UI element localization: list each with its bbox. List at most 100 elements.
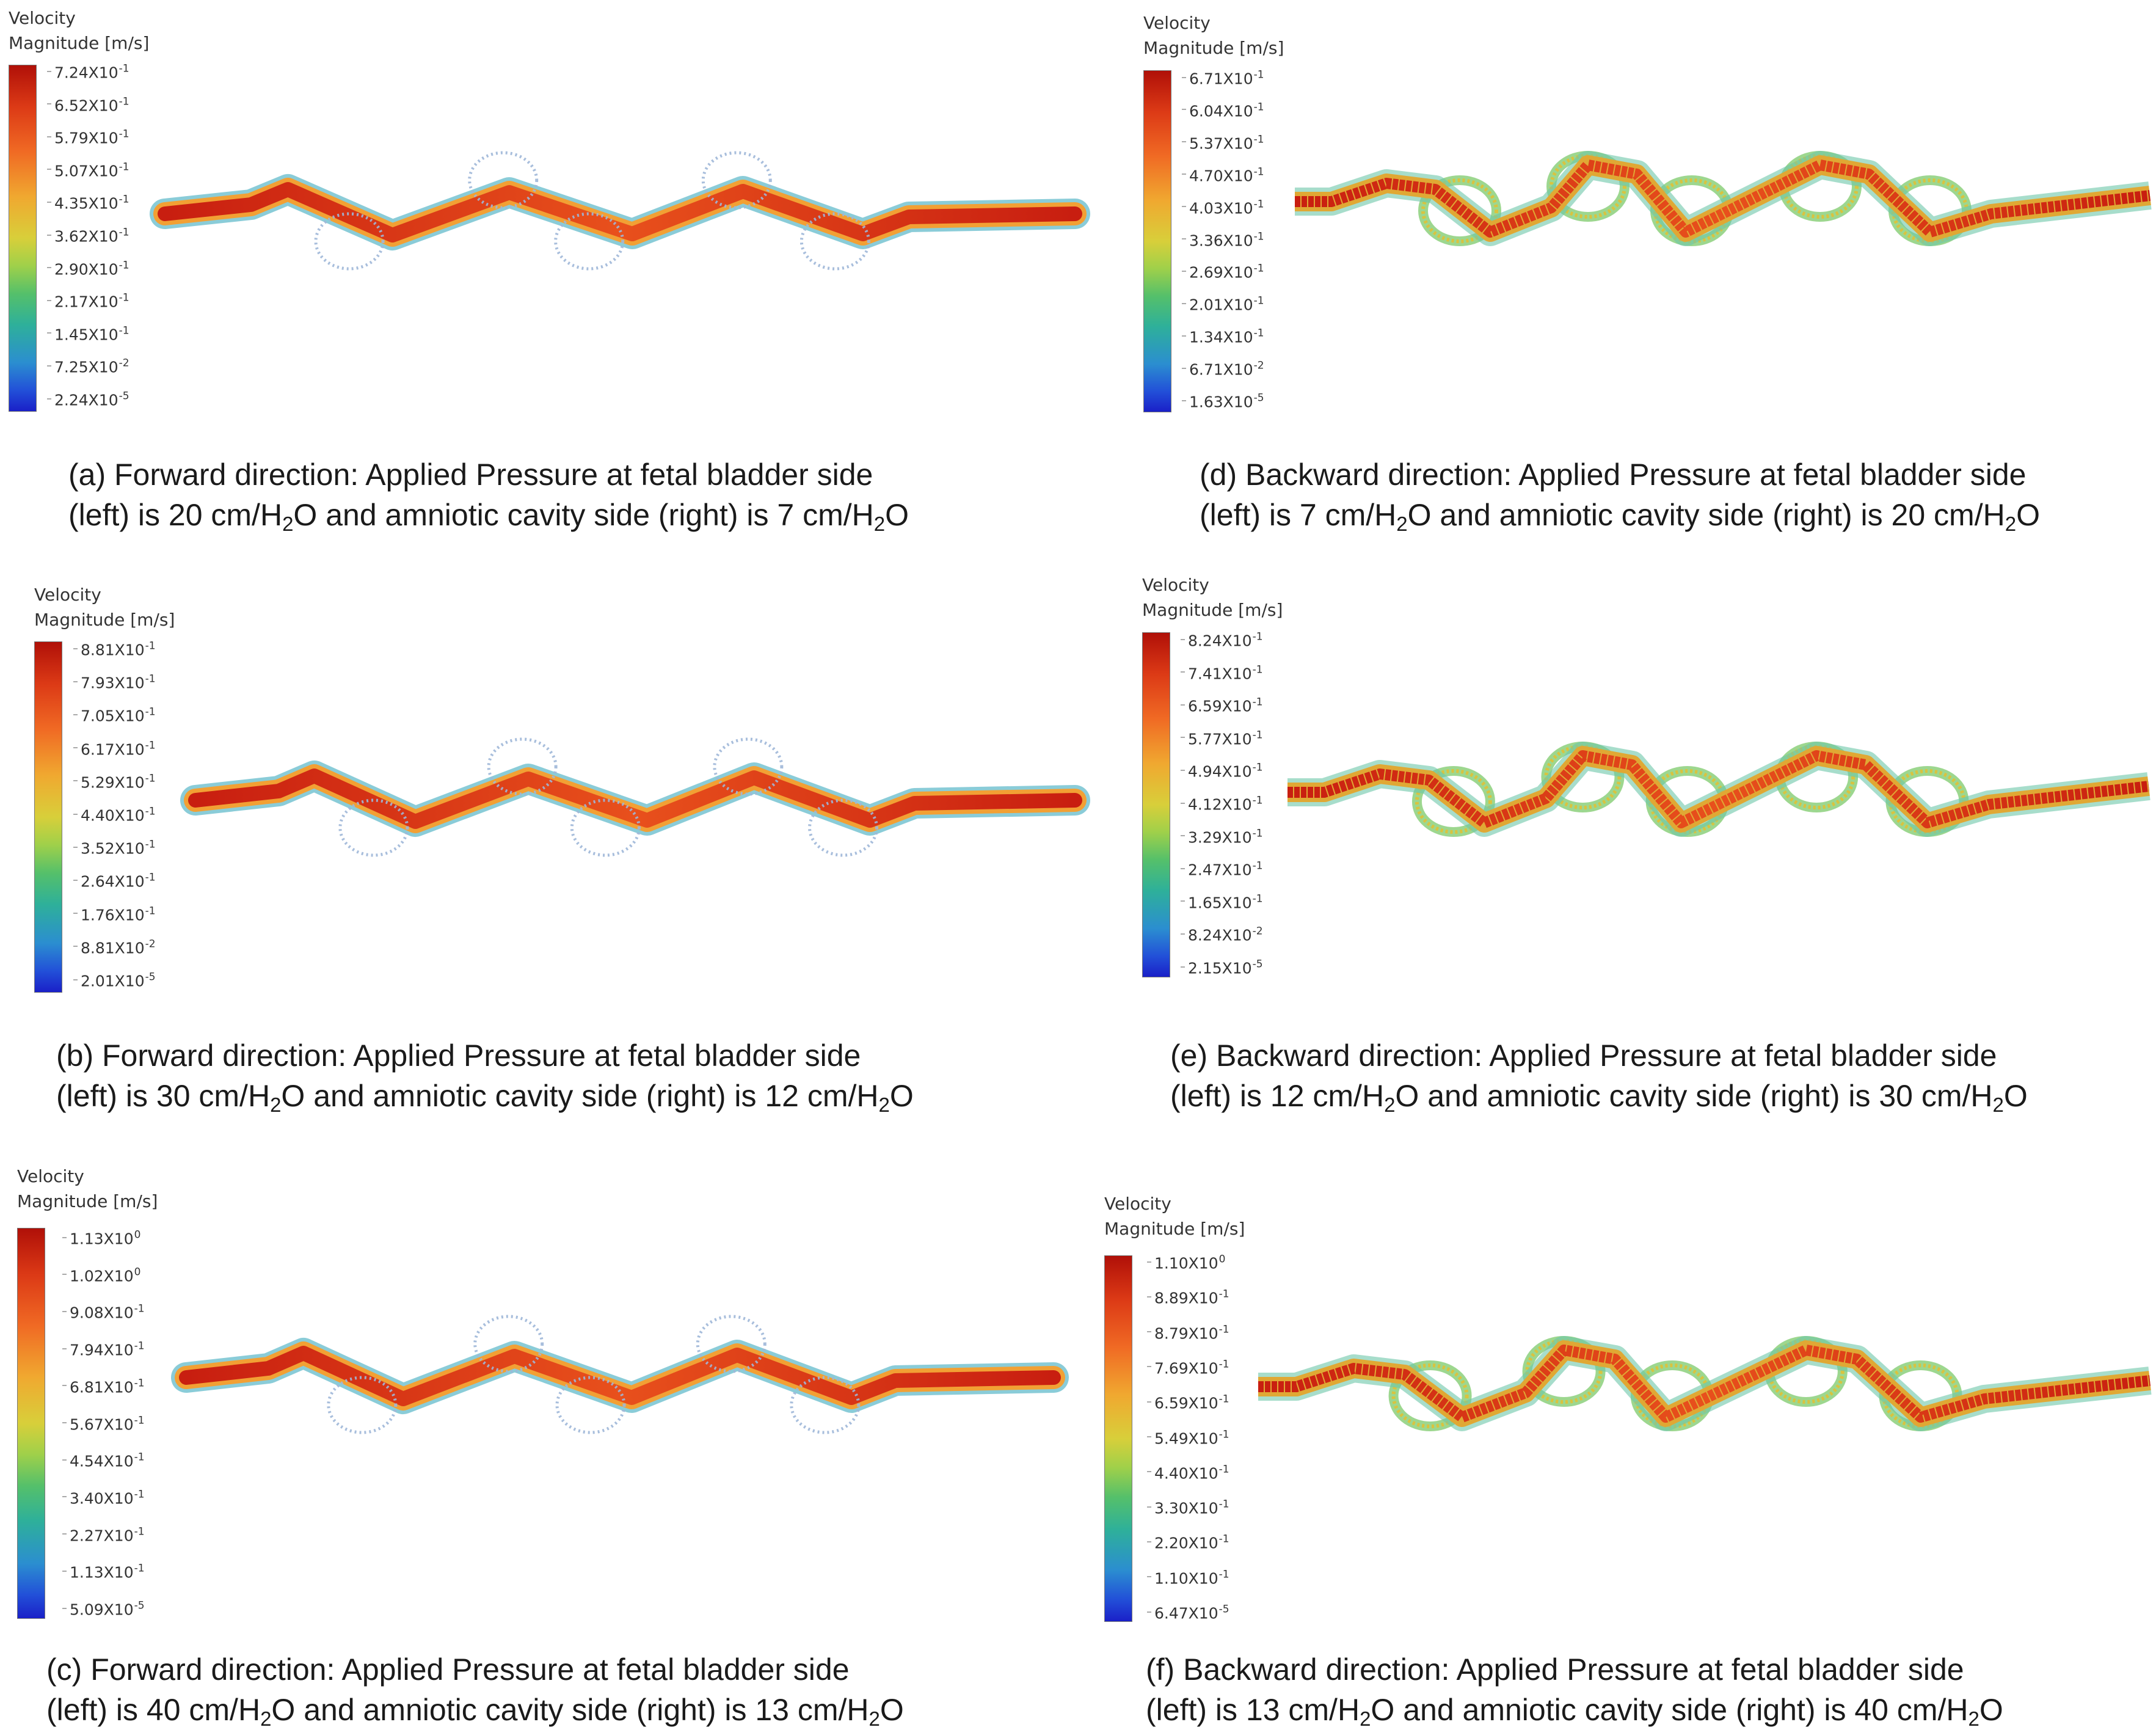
channel-core xyxy=(1287,750,2150,828)
recirculation-loop-core xyxy=(1415,769,1492,834)
colorbar xyxy=(1142,632,1170,977)
legend-title-line2: Magnitude [m/s] xyxy=(1142,600,1283,620)
colorbar xyxy=(1104,1255,1132,1622)
colorbar-tick-label: 6.81X10-1 xyxy=(62,1374,145,1396)
recirculation-loop xyxy=(713,737,784,796)
colorbar-tick-label: 5.37X10-1 xyxy=(1182,130,1264,153)
colorbar-tick-label: 7.41X10-1 xyxy=(1181,660,1263,683)
colorbar xyxy=(17,1228,45,1619)
colorbar-tick-label: 4.12X10-1 xyxy=(1181,792,1263,814)
recirculation-loop xyxy=(473,1315,544,1373)
legend-title-line2: Magnitude [m/s] xyxy=(1104,1219,1245,1239)
recirculation-loop-core xyxy=(1421,178,1498,243)
colorbar-tick-label: 2.47X10-1 xyxy=(1181,857,1263,880)
colorbar-tick-label: 8.81X10-1 xyxy=(73,637,156,660)
colorbar xyxy=(9,65,37,412)
legend-title-line1: Velocity xyxy=(17,1166,84,1186)
figure-caption: (d) Backward direction: Applied Pressure… xyxy=(1200,454,2040,535)
colorbar-tick-label: 1.76X10-1 xyxy=(73,902,156,924)
figure-caption: (f) Backward direction: Applied Pressure… xyxy=(1146,1649,2003,1730)
caption-line1: (a) Forward direction: Applied Pressure … xyxy=(68,458,873,492)
colorbar-tick-label: 9.08X10-1 xyxy=(62,1300,145,1323)
recirculation-loop xyxy=(799,212,870,271)
colorbar-tick-label: 4.40X10-1 xyxy=(73,803,156,825)
colorbar-tick-label: 4.54X10-1 xyxy=(62,1448,145,1471)
figure-caption: (e) Backward direction: Applied Pressure… xyxy=(1170,1035,2028,1116)
colorbar-tick-label: 6.52X10-1 xyxy=(47,92,129,115)
colorbar-tick-label: 2.27X10-1 xyxy=(62,1522,145,1545)
colorbar-tick-label: 1.10X100 xyxy=(1146,1250,1225,1273)
colorbar-tick-label: 7.25X10-2 xyxy=(47,354,129,377)
channel-core xyxy=(1258,1345,2151,1423)
velocity-streamlines xyxy=(150,151,1090,271)
colorbar-tick-label: 8.24X10-2 xyxy=(1181,922,1263,945)
colorbar-tick-label: 2.20X10-1 xyxy=(1147,1530,1229,1553)
colorbar-tick-label: 6.59X10-1 xyxy=(1181,693,1263,716)
legend-title: Velocity Magnitude [m/s] xyxy=(9,5,149,56)
colorbar-tick-label: 8.89X10-1 xyxy=(1147,1285,1229,1308)
velocity-streamlines xyxy=(1295,151,2152,246)
recirculation-loop xyxy=(327,1376,398,1434)
recirculation-loop xyxy=(808,798,879,857)
colorbar-tick-label: 2.24X10-5 xyxy=(47,387,129,410)
colorbar-tick-label: 1.34X10-1 xyxy=(1182,324,1264,347)
colorbar-tick-label: 6.59X10-1 xyxy=(1147,1390,1229,1413)
colorbar-tick-label: 5.79X10-1 xyxy=(47,125,129,148)
colorbar-tick-label: 2.01X10-5 xyxy=(73,968,156,991)
channel-core xyxy=(1295,159,2151,238)
legend-title: Velocity Magnitude [m/s] xyxy=(17,1164,158,1214)
legend-title-line1: Velocity xyxy=(9,8,76,28)
recirculation-loop xyxy=(570,798,641,857)
velocity-streamlines xyxy=(1258,1336,2152,1431)
caption-line1: (e) Backward direction: Applied Pressure… xyxy=(1170,1038,1997,1073)
colorbar-tick-label: 2.64X10-1 xyxy=(73,869,156,891)
colorbar-tick-label: 4.94X10-1 xyxy=(1181,759,1263,781)
legend-title-line1: Velocity xyxy=(1142,575,1209,595)
colorbar-tick-label: 1.10X10-1 xyxy=(1147,1565,1229,1588)
legend-title: Velocity Magnitude [m/s] xyxy=(1104,1191,1245,1241)
caption-line1: (c) Forward direction: Applied Pressure … xyxy=(46,1652,850,1687)
recirculation-loop xyxy=(487,737,558,796)
colorbar-tick-label: 7.05X10-1 xyxy=(73,703,156,726)
legend-title: Velocity Magnitude [m/s] xyxy=(1142,572,1283,622)
velocity-streamlines xyxy=(171,1315,1069,1434)
colorbar-tick-label: 7.93X10-1 xyxy=(73,670,156,693)
colorbar-tick-label: 1.13X10-1 xyxy=(62,1560,145,1582)
colorbar-tick-label: 5.29X10-1 xyxy=(73,769,156,792)
colorbar-tick-label: 2.15X10-5 xyxy=(1181,955,1263,978)
colorbar-tick-label: 3.52X10-1 xyxy=(73,836,156,858)
channel-core xyxy=(188,768,1082,829)
colorbar-tick-label: 2.69X10-1 xyxy=(1182,260,1264,282)
caption-line2: (left) is 7 cm/H2O and amniotic cavity s… xyxy=(1200,498,2040,535)
legend-title-line2: Magnitude [m/s] xyxy=(9,33,150,53)
colorbar-tick-label: 7.94X10-1 xyxy=(62,1337,145,1360)
legend-title-line1: Velocity xyxy=(34,585,101,605)
colorbar-tick-label: 1.65X10-1 xyxy=(1181,889,1263,912)
colorbar-tick-label: 2.01X10-1 xyxy=(1182,292,1264,315)
colorbar-tick-label: 2.90X10-1 xyxy=(47,256,129,279)
recirculation-loop xyxy=(790,1376,861,1434)
recirculation-loop xyxy=(696,1315,767,1373)
colorbar-tick-label: 5.07X10-1 xyxy=(47,158,129,180)
colorbar-tick-label: 3.36X10-1 xyxy=(1182,227,1264,250)
colorbar-tick-label: 6.71X10-2 xyxy=(1182,357,1264,379)
colorbar-tick-label: 8.24X10-1 xyxy=(1181,628,1263,651)
colorbar-tick-label: 1.02X100 xyxy=(62,1263,140,1285)
channel-core xyxy=(179,1346,1061,1406)
colorbar-tick-label: 1.63X10-5 xyxy=(1182,389,1264,412)
recirculation-loop xyxy=(554,212,625,271)
colorbar-tick-label: 3.30X10-1 xyxy=(1147,1495,1229,1518)
colorbar-tick-label: 5.09X10-5 xyxy=(62,1597,145,1619)
figure-caption: (c) Forward direction: Applied Pressure … xyxy=(46,1649,904,1730)
colorbar-tick-label: 4.03X10-1 xyxy=(1182,195,1264,217)
legend-title: Velocity Magnitude [m/s] xyxy=(34,582,175,632)
colorbar-tick-label: 1.45X10-1 xyxy=(47,321,129,344)
caption-line2: (left) is 20 cm/H2O and amniotic cavity … xyxy=(68,498,909,535)
caption-line1: (b) Forward direction: Applied Pressure … xyxy=(56,1038,861,1073)
figure-caption: (a) Forward direction: Applied Pressure … xyxy=(68,454,909,535)
colorbar-tick-label: 3.62X10-1 xyxy=(47,224,129,246)
recirculation-loop xyxy=(338,798,409,857)
colorbar-tick-label: 4.35X10-1 xyxy=(47,191,129,213)
caption-line2: (left) is 30 cm/H2O and amniotic cavity … xyxy=(56,1079,914,1116)
colorbar-tick-label: 6.47X10-5 xyxy=(1147,1600,1229,1623)
